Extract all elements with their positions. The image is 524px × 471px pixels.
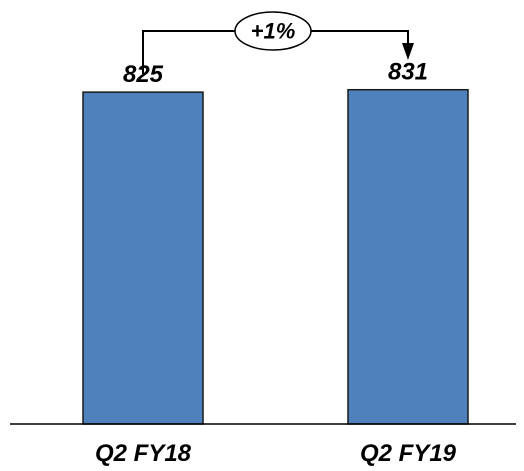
change-annotation: +1% — [142, 11, 414, 74]
category-label-2: Q2 FY19 — [360, 440, 457, 467]
category-label-1: Q2 FY18 — [95, 440, 192, 467]
value-label-2: 831 — [388, 59, 428, 86]
bar-2 — [347, 88, 469, 425]
change-arrowhead — [402, 43, 414, 60]
bars-layer — [82, 88, 469, 425]
change-percent-label: +1% — [251, 19, 296, 44]
change-oval — [234, 11, 312, 51]
bar-1 — [82, 91, 204, 425]
